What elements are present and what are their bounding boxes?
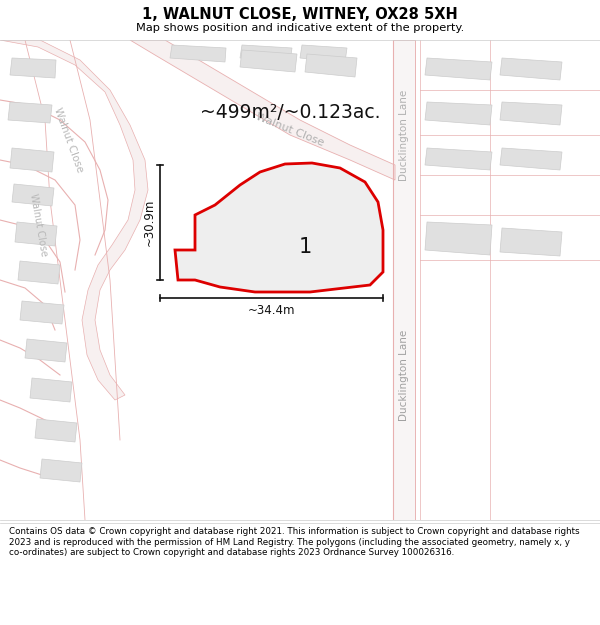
Polygon shape [15, 222, 57, 246]
Polygon shape [40, 459, 82, 482]
Polygon shape [500, 228, 562, 256]
Text: Contains OS data © Crown copyright and database right 2021. This information is : Contains OS data © Crown copyright and d… [9, 528, 580, 557]
Polygon shape [12, 184, 54, 206]
Text: 1, WALNUT CLOSE, WITNEY, OX28 5XH: 1, WALNUT CLOSE, WITNEY, OX28 5XH [142, 8, 458, 22]
Text: 1: 1 [298, 237, 311, 257]
Polygon shape [240, 50, 297, 72]
Polygon shape [10, 58, 56, 78]
Polygon shape [425, 58, 492, 80]
Polygon shape [425, 102, 492, 125]
Text: ~30.9m: ~30.9m [143, 199, 155, 246]
Polygon shape [130, 40, 395, 180]
Polygon shape [305, 54, 357, 77]
Polygon shape [300, 45, 347, 62]
Polygon shape [8, 102, 52, 123]
Polygon shape [175, 163, 383, 292]
Text: ~34.4m: ~34.4m [248, 304, 295, 316]
Polygon shape [0, 40, 148, 400]
Polygon shape [425, 148, 492, 170]
Polygon shape [25, 339, 67, 362]
Text: Walnut Close: Walnut Close [254, 112, 326, 148]
Polygon shape [30, 378, 72, 402]
Text: Ducklington Lane: Ducklington Lane [399, 329, 409, 421]
Text: Walnut Close: Walnut Close [28, 192, 49, 258]
Polygon shape [195, 218, 241, 282]
Text: ~499m²/~0.123ac.: ~499m²/~0.123ac. [200, 102, 380, 121]
Polygon shape [500, 148, 562, 170]
Polygon shape [393, 40, 415, 520]
Polygon shape [425, 222, 492, 255]
Polygon shape [18, 261, 60, 284]
Polygon shape [170, 45, 226, 62]
Polygon shape [240, 45, 292, 62]
Text: Ducklington Lane: Ducklington Lane [399, 89, 409, 181]
Polygon shape [20, 301, 64, 324]
Polygon shape [500, 58, 562, 80]
Polygon shape [10, 148, 54, 172]
Polygon shape [500, 102, 562, 125]
Text: Map shows position and indicative extent of the property.: Map shows position and indicative extent… [136, 22, 464, 32]
Polygon shape [35, 419, 77, 442]
Text: Walnut Closе: Walnut Closе [52, 106, 85, 174]
